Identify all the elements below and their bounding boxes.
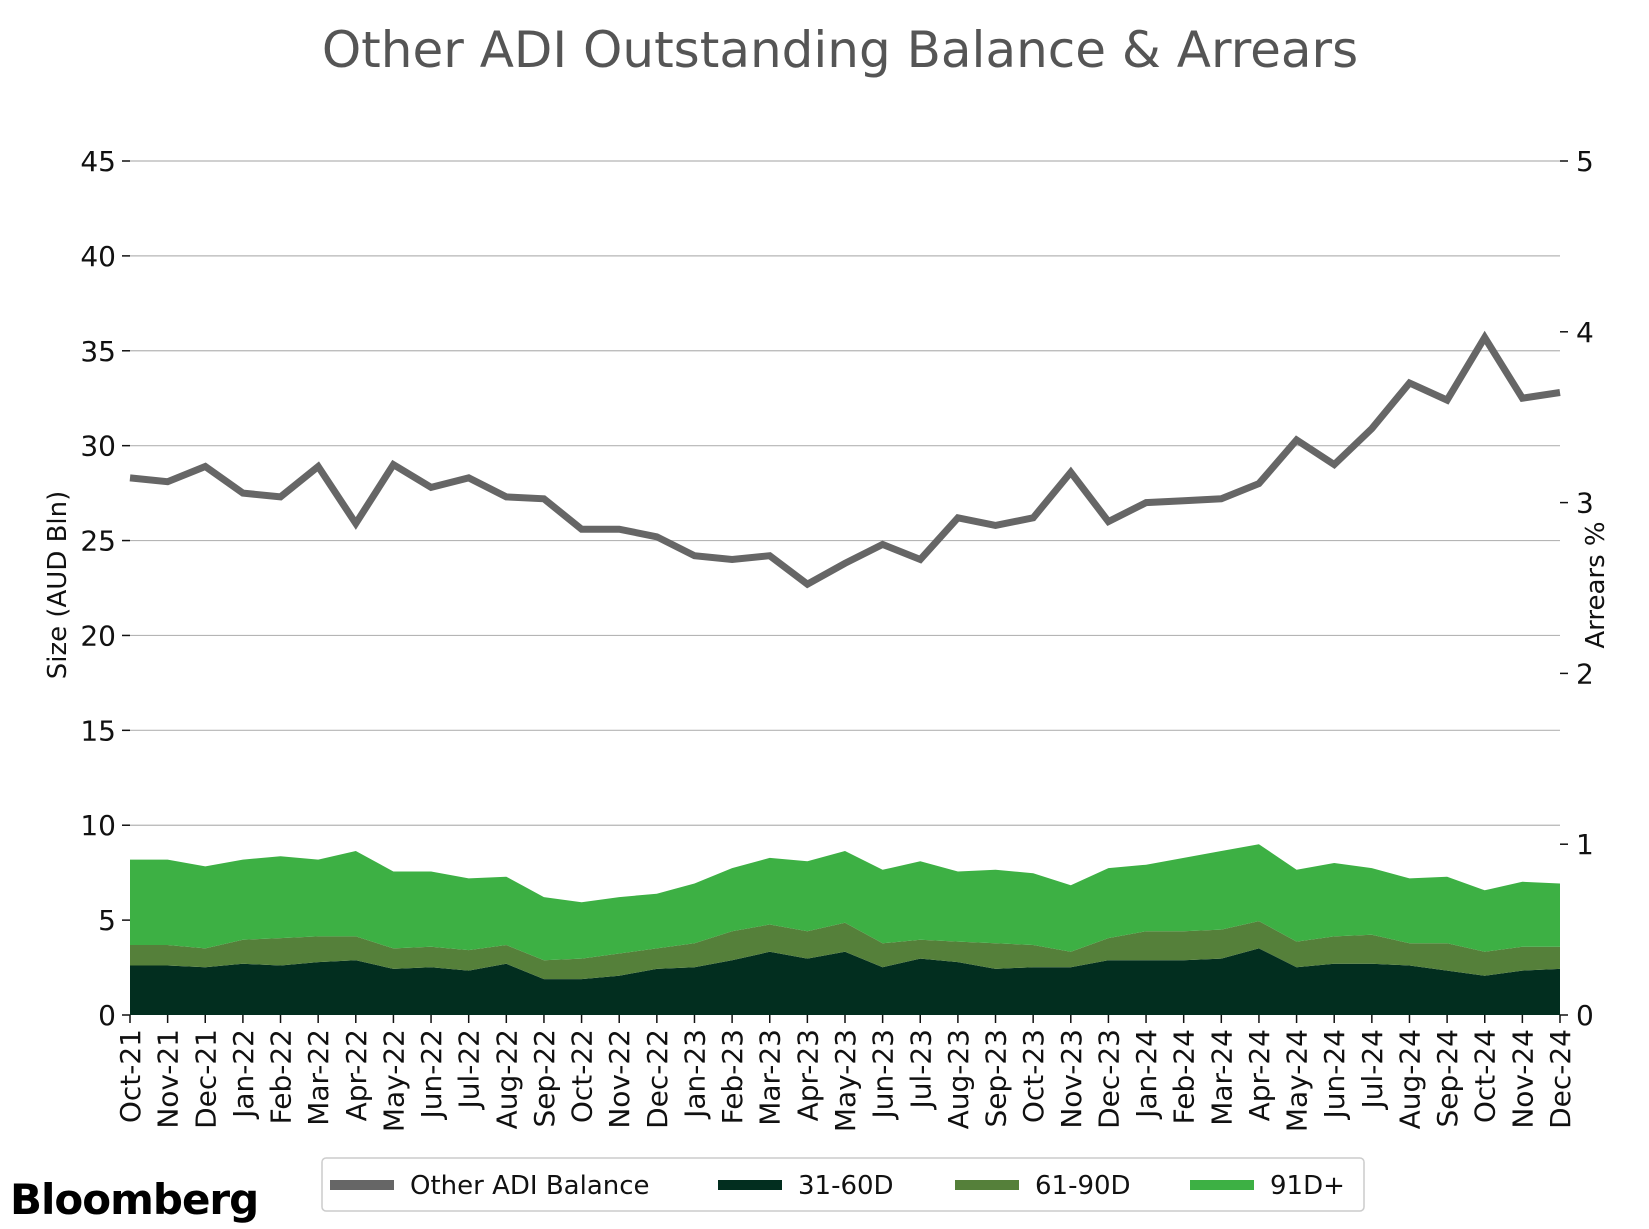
x-tick-label: Dec-23 bbox=[1092, 1029, 1125, 1129]
x-tick-label: Nov-24 bbox=[1506, 1029, 1539, 1129]
right-tick-label: 4 bbox=[1576, 316, 1594, 349]
left-tick-label: 15 bbox=[80, 714, 116, 747]
left-tick-label: 0 bbox=[98, 999, 116, 1032]
x-tick-label: Aug-24 bbox=[1394, 1029, 1427, 1129]
left-tick-label: 5 bbox=[98, 904, 116, 937]
area-series-61-90d bbox=[130, 921, 1560, 980]
x-tick-label: Sep-22 bbox=[528, 1029, 561, 1128]
legend-box bbox=[321, 1157, 1365, 1212]
legend: Other ADI Balance 31-60D 61-90D 91D+ bbox=[321, 1157, 1365, 1212]
legend-label: 31-60D bbox=[798, 1171, 894, 1201]
x-tick-label: Jan-23 bbox=[679, 1029, 712, 1120]
x-tick-label: Jun-24 bbox=[1318, 1029, 1351, 1120]
right-tick-label: 5 bbox=[1576, 145, 1594, 178]
x-tick-label: May-23 bbox=[829, 1029, 862, 1132]
x-tick-label: Feb-24 bbox=[1168, 1029, 1201, 1124]
x-tick-label: Apr-23 bbox=[791, 1029, 824, 1121]
x-axis: Oct-21 Nov-21 Dec-21 Jan-22 Feb-22 Mar-22 Apr-… bbox=[114, 1015, 1577, 1132]
legend-swatch bbox=[718, 1180, 782, 1190]
x-tick-label: Jun-22 bbox=[415, 1029, 448, 1120]
x-tick-label: Apr-24 bbox=[1243, 1029, 1276, 1121]
x-tick-label: Jan-24 bbox=[1130, 1029, 1163, 1120]
left-tick-label: 10 bbox=[80, 809, 116, 842]
legend-swatch bbox=[1190, 1180, 1254, 1190]
x-tick-label: Oct-22 bbox=[566, 1029, 599, 1123]
x-tick-label: Aug-23 bbox=[942, 1029, 975, 1129]
legend-label: Other ADI Balance bbox=[410, 1171, 650, 1201]
left-tick-label: 45 bbox=[80, 145, 116, 178]
left-tick-label: 20 bbox=[80, 619, 116, 652]
right-tick-label: 1 bbox=[1576, 828, 1594, 861]
legend-swatch bbox=[955, 1180, 1019, 1190]
left-tick-label: 25 bbox=[80, 525, 116, 558]
arrears-areas bbox=[130, 844, 1560, 1015]
x-tick-label: Sep-24 bbox=[1431, 1029, 1464, 1128]
x-tick-label: Oct-21 bbox=[114, 1029, 147, 1123]
left-tick-label: 40 bbox=[80, 240, 116, 273]
x-tick-label: Feb-22 bbox=[265, 1029, 298, 1124]
legend-label: 61-90D bbox=[1035, 1171, 1131, 1201]
x-tick-label: Nov-22 bbox=[603, 1029, 636, 1129]
x-tick-label: Jun-23 bbox=[867, 1029, 900, 1120]
left-axis-label: Size (AUD Bln) bbox=[43, 491, 73, 680]
right-tick-label: 3 bbox=[1576, 487, 1594, 520]
x-tick-label: May-22 bbox=[377, 1029, 410, 1132]
chart-title: Other ADI Outstanding Balance & Arrears bbox=[322, 21, 1358, 79]
x-tick-label: Feb-23 bbox=[716, 1029, 749, 1124]
balance-line-layer bbox=[129, 330, 1561, 589]
right-axis: 0 1 2 3 4 5 bbox=[1560, 145, 1594, 1032]
x-tick-label: Mar-22 bbox=[302, 1029, 335, 1126]
x-tick-label: Jul-22 bbox=[453, 1029, 486, 1111]
area-series-31-60d bbox=[130, 948, 1560, 1015]
grid bbox=[130, 160, 1560, 921]
balance-line bbox=[129, 330, 1561, 589]
x-tick-label: Nov-23 bbox=[1055, 1029, 1088, 1129]
x-tick-label: Mar-24 bbox=[1205, 1029, 1238, 1126]
x-tick-label: Nov-21 bbox=[152, 1029, 185, 1129]
bloomberg-logo: Bloomberg bbox=[10, 1175, 258, 1224]
left-tick-label: 30 bbox=[80, 430, 116, 463]
x-tick-label: Jan-22 bbox=[227, 1029, 260, 1120]
right-tick-label: 0 bbox=[1576, 999, 1594, 1032]
x-tick-label: Sep-23 bbox=[980, 1029, 1013, 1128]
x-tick-label: Aug-22 bbox=[490, 1029, 523, 1129]
x-tick-label: Oct-24 bbox=[1469, 1029, 1502, 1123]
legend-label: 91D+ bbox=[1270, 1171, 1345, 1201]
x-tick-label: Mar-23 bbox=[754, 1029, 787, 1126]
x-tick-label: Dec-21 bbox=[189, 1029, 222, 1129]
x-tick-label: Jul-24 bbox=[1356, 1029, 1389, 1111]
x-tick-label: May-24 bbox=[1281, 1029, 1314, 1132]
x-tick-label: Apr-22 bbox=[340, 1029, 373, 1121]
x-tick-label: Dec-22 bbox=[641, 1029, 674, 1129]
right-tick-label: 2 bbox=[1576, 657, 1594, 690]
right-axis-label: Arrears % bbox=[1581, 521, 1611, 648]
x-tick-label: Oct-23 bbox=[1017, 1029, 1050, 1123]
legend-swatch bbox=[330, 1180, 394, 1190]
left-tick-label: 35 bbox=[80, 335, 116, 368]
x-tick-label: Dec-24 bbox=[1544, 1029, 1577, 1129]
left-axis: 0 5 10 15 20 25 30 35 40 45 bbox=[80, 145, 130, 1032]
legend-items: Other ADI Balance 31-60D 61-90D 91D+ bbox=[330, 1171, 1345, 1201]
area-series-91d- bbox=[130, 844, 1560, 961]
x-tick-label: Jul-23 bbox=[904, 1029, 937, 1111]
